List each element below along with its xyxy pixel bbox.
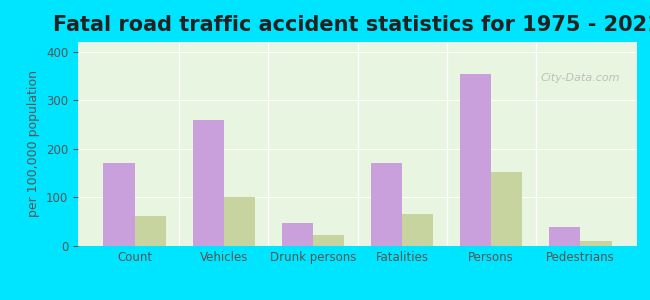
Bar bbox=[103, 164, 135, 246]
Bar bbox=[224, 197, 255, 246]
Bar bbox=[313, 235, 344, 246]
Bar bbox=[371, 164, 402, 246]
Bar bbox=[491, 172, 523, 246]
Bar bbox=[192, 120, 224, 246]
Bar bbox=[580, 241, 612, 246]
Bar bbox=[460, 74, 491, 246]
Text: City-Data.com: City-Data.com bbox=[541, 73, 620, 82]
Y-axis label: per 100,000 population: per 100,000 population bbox=[27, 70, 40, 218]
Bar bbox=[402, 214, 434, 246]
Bar bbox=[549, 226, 580, 246]
Title: Fatal road traffic accident statistics for 1975 - 2021: Fatal road traffic accident statistics f… bbox=[53, 15, 650, 35]
Bar bbox=[281, 223, 313, 246]
Bar bbox=[135, 216, 166, 246]
